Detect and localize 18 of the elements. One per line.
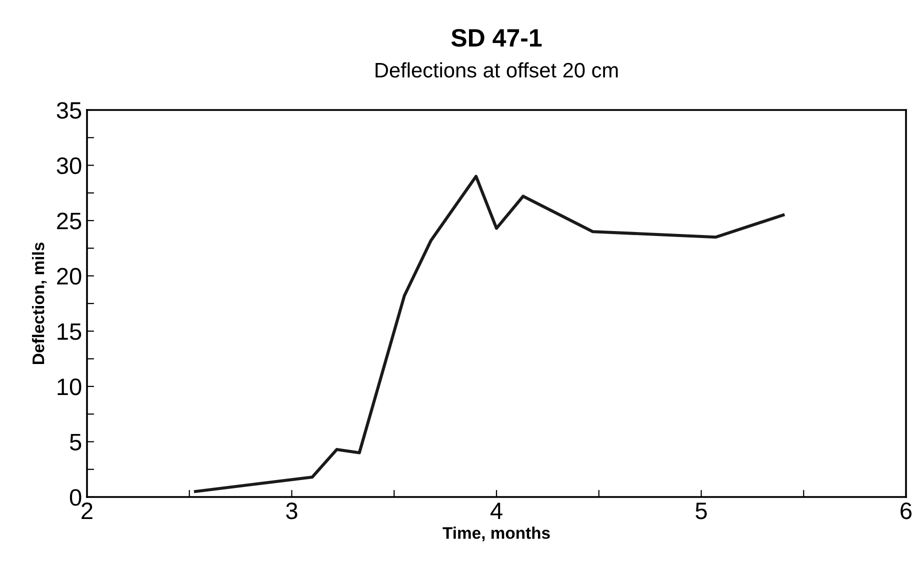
chart-title: SD 47-1: [451, 29, 542, 47]
line-series: [194, 174, 785, 493]
y-tick-label: 25: [57, 212, 82, 230]
x-tick-label: 2: [82, 502, 92, 519]
chart-subtitle: Deflections at offset 20 cm: [376, 62, 618, 78]
x-tick-label: 3: [286, 502, 298, 520]
y-tick-label: 0: [70, 489, 82, 506]
y-axis-title: Deflection, mils: [32, 242, 47, 364]
y-tick-label: 20: [57, 268, 82, 285]
x-tick-label: 6: [900, 502, 912, 520]
x-axis-title: Time, months: [442, 526, 550, 542]
y-tick-label: 15: [58, 323, 82, 340]
y-tick-label: 30: [56, 157, 82, 174]
x-tick-label: 5: [696, 502, 707, 520]
y-tick-label: 35: [56, 102, 82, 119]
x-tick-label: 4: [490, 502, 502, 519]
y-tick-label: 10: [58, 378, 82, 396]
y-tick-label: 5: [70, 434, 82, 450]
